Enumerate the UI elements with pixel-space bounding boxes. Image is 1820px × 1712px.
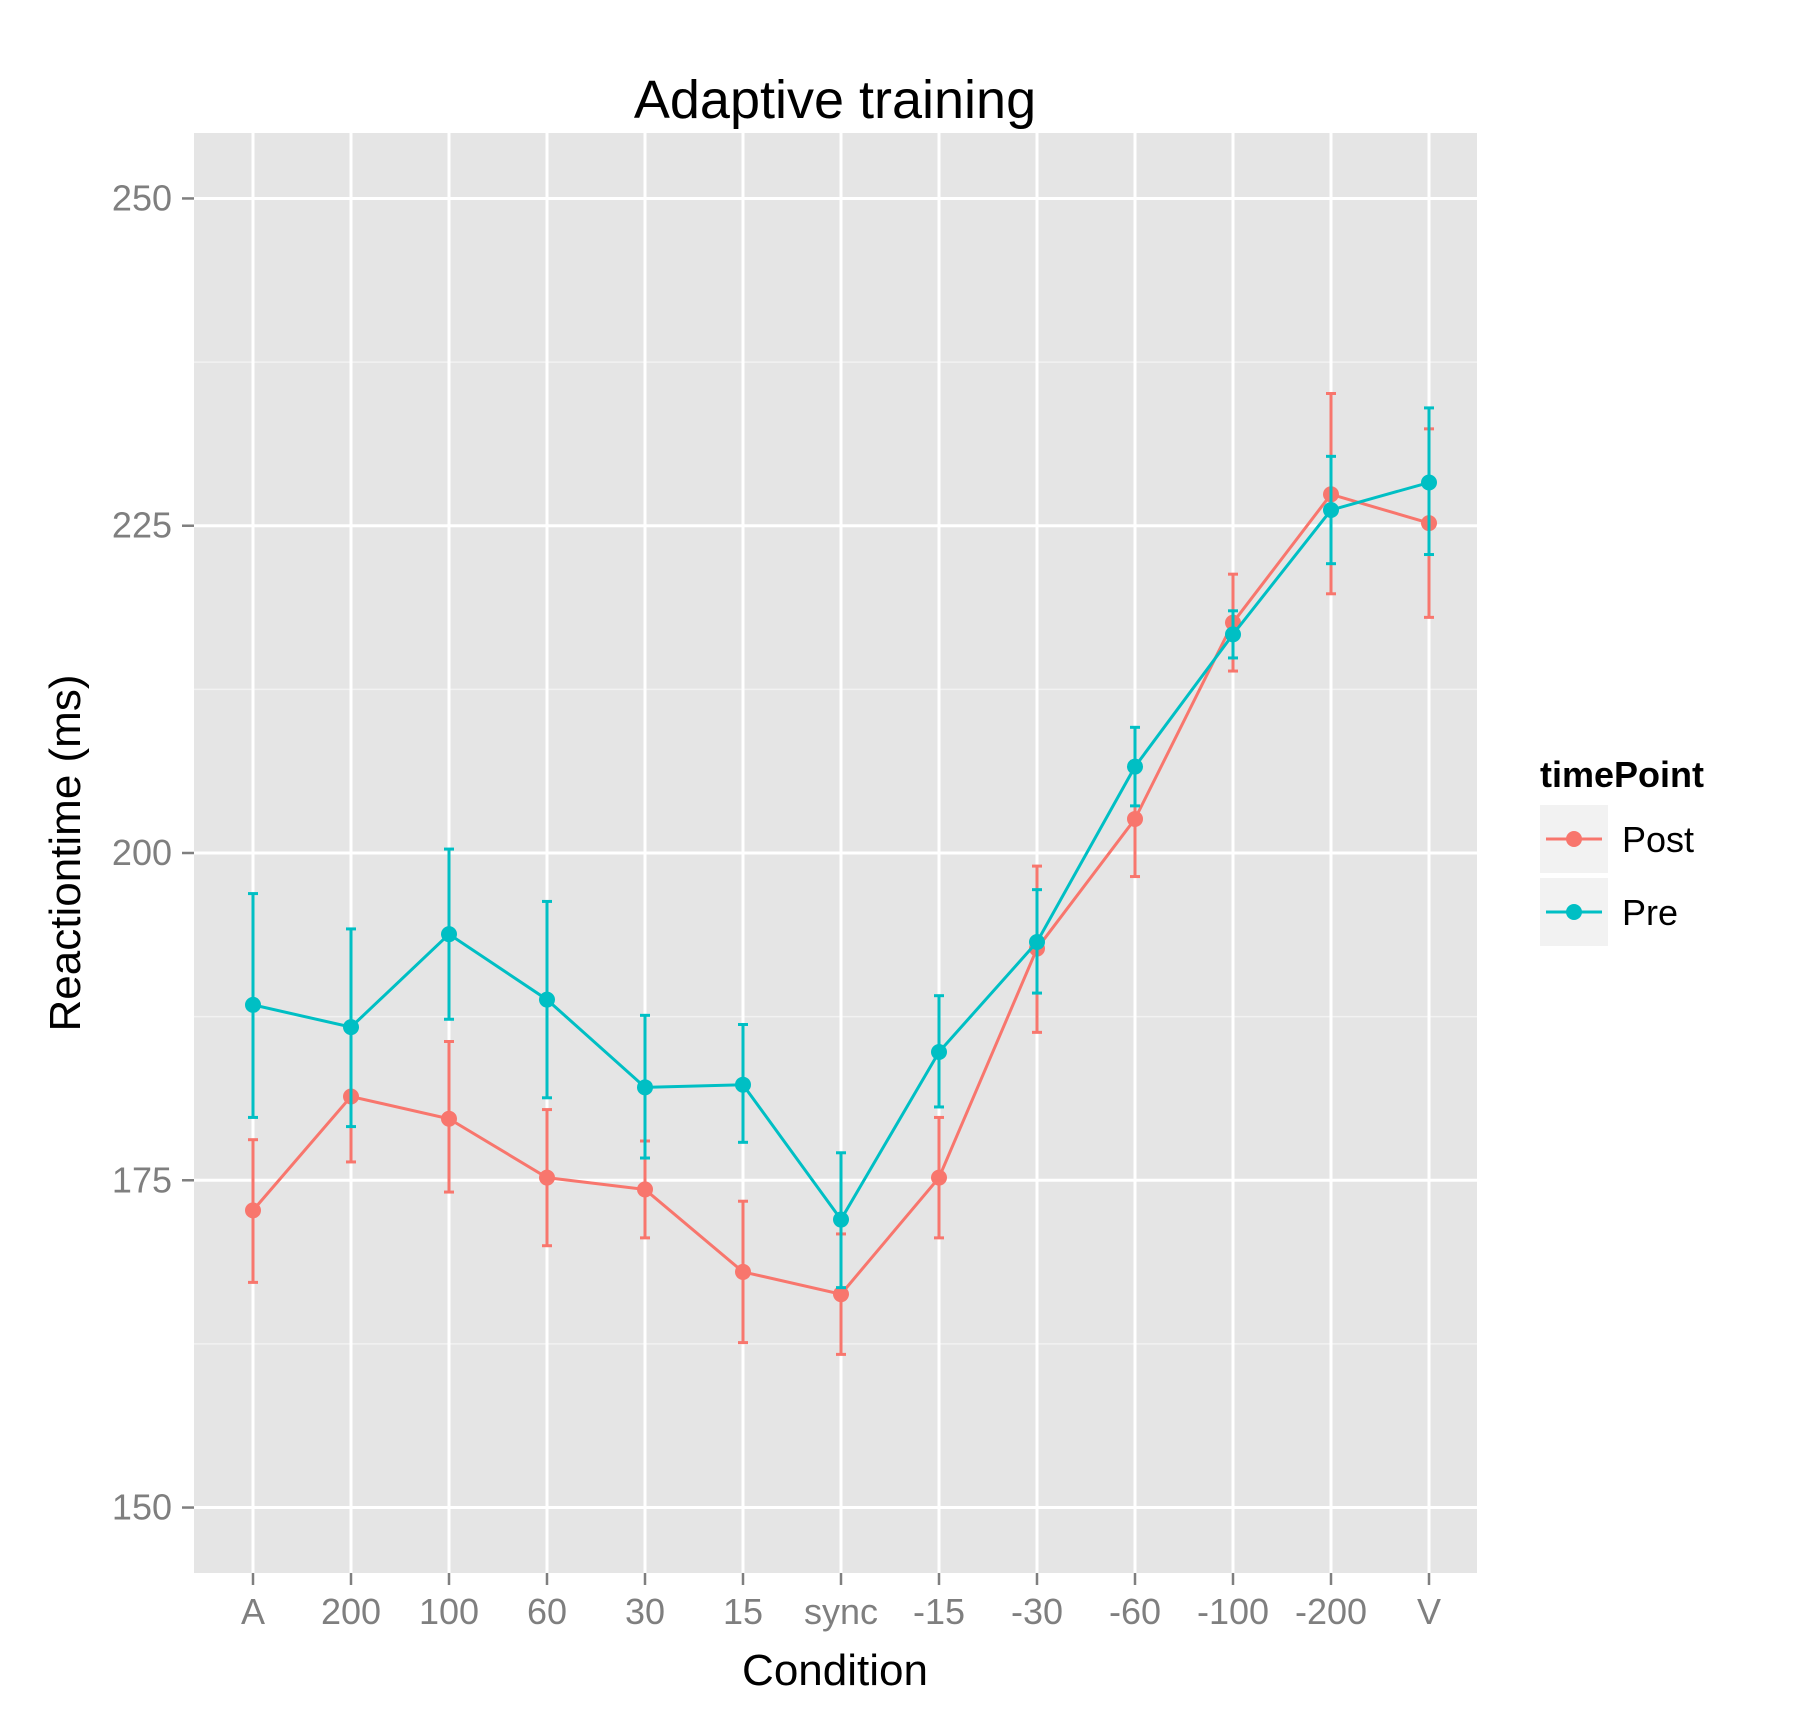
x-tick-label: -30 [1011,1591,1063,1632]
legend-key-point [1566,831,1582,847]
x-tick-label: A [241,1591,265,1632]
data-point [833,1211,849,1228]
data-point [1127,758,1143,775]
data-point [637,1181,653,1198]
data-point [343,1019,359,1036]
data-point [539,991,555,1008]
data-point [1127,810,1143,827]
x-tick-label: -15 [913,1591,965,1632]
y-axis: 150 175 200 225 250 [112,177,194,1528]
data-point [441,1110,457,1127]
x-tick-label: sync [804,1591,878,1632]
x-tick-label: -100 [1197,1591,1269,1632]
series-layer [245,392,1437,1356]
data-point [931,1169,947,1186]
data-point [245,1202,261,1219]
data-point [833,1286,849,1303]
series-pre [245,406,1437,1290]
x-tick-label: -200 [1295,1591,1367,1632]
y-tick-label: 150 [112,1487,172,1528]
data-point [245,996,261,1013]
legend-title: timePoint [1540,754,1704,795]
data-point [1225,626,1241,643]
data-point [1029,934,1045,951]
y-tick-label: 250 [112,177,172,218]
y-tick-label: 200 [112,832,172,873]
x-tick-label: V [1417,1591,1441,1632]
data-point [441,926,457,943]
y-tick-label: 175 [112,1159,172,1200]
data-point [735,1076,751,1093]
x-tick-label: 30 [625,1591,665,1632]
x-tick-label: -60 [1109,1591,1161,1632]
y-axis-title: Reactiontime (ms) [41,675,90,1032]
data-point [1323,502,1339,519]
data-point [735,1263,751,1280]
x-tick-label: 60 [527,1591,567,1632]
x-tick-label: 100 [419,1591,479,1632]
legend-label: Pre [1622,892,1678,933]
legend-key-point [1566,904,1582,920]
x-tick-label: 15 [723,1591,763,1632]
legend-item-post: Post [1540,805,1694,873]
data-point [637,1079,653,1096]
data-point [1421,474,1437,491]
x-tick-label: 200 [321,1591,381,1632]
legend: timePoint Post Pre [1540,754,1704,946]
legend-label: Post [1622,819,1694,860]
minor-gridlines [194,361,1477,1345]
legend-items: Post Pre [1540,805,1694,946]
data-point [539,1169,555,1186]
legend-item-pre: Pre [1540,878,1678,946]
x-axis-title: Condition [742,1646,928,1695]
chart-title: Adaptive training [634,70,1036,130]
x-axis: A 200 100 60 30 15 sync -15 -30 -60 -100 -200 V [241,1573,1441,1632]
data-point [931,1043,947,1060]
y-tick-label: 225 [112,505,172,546]
